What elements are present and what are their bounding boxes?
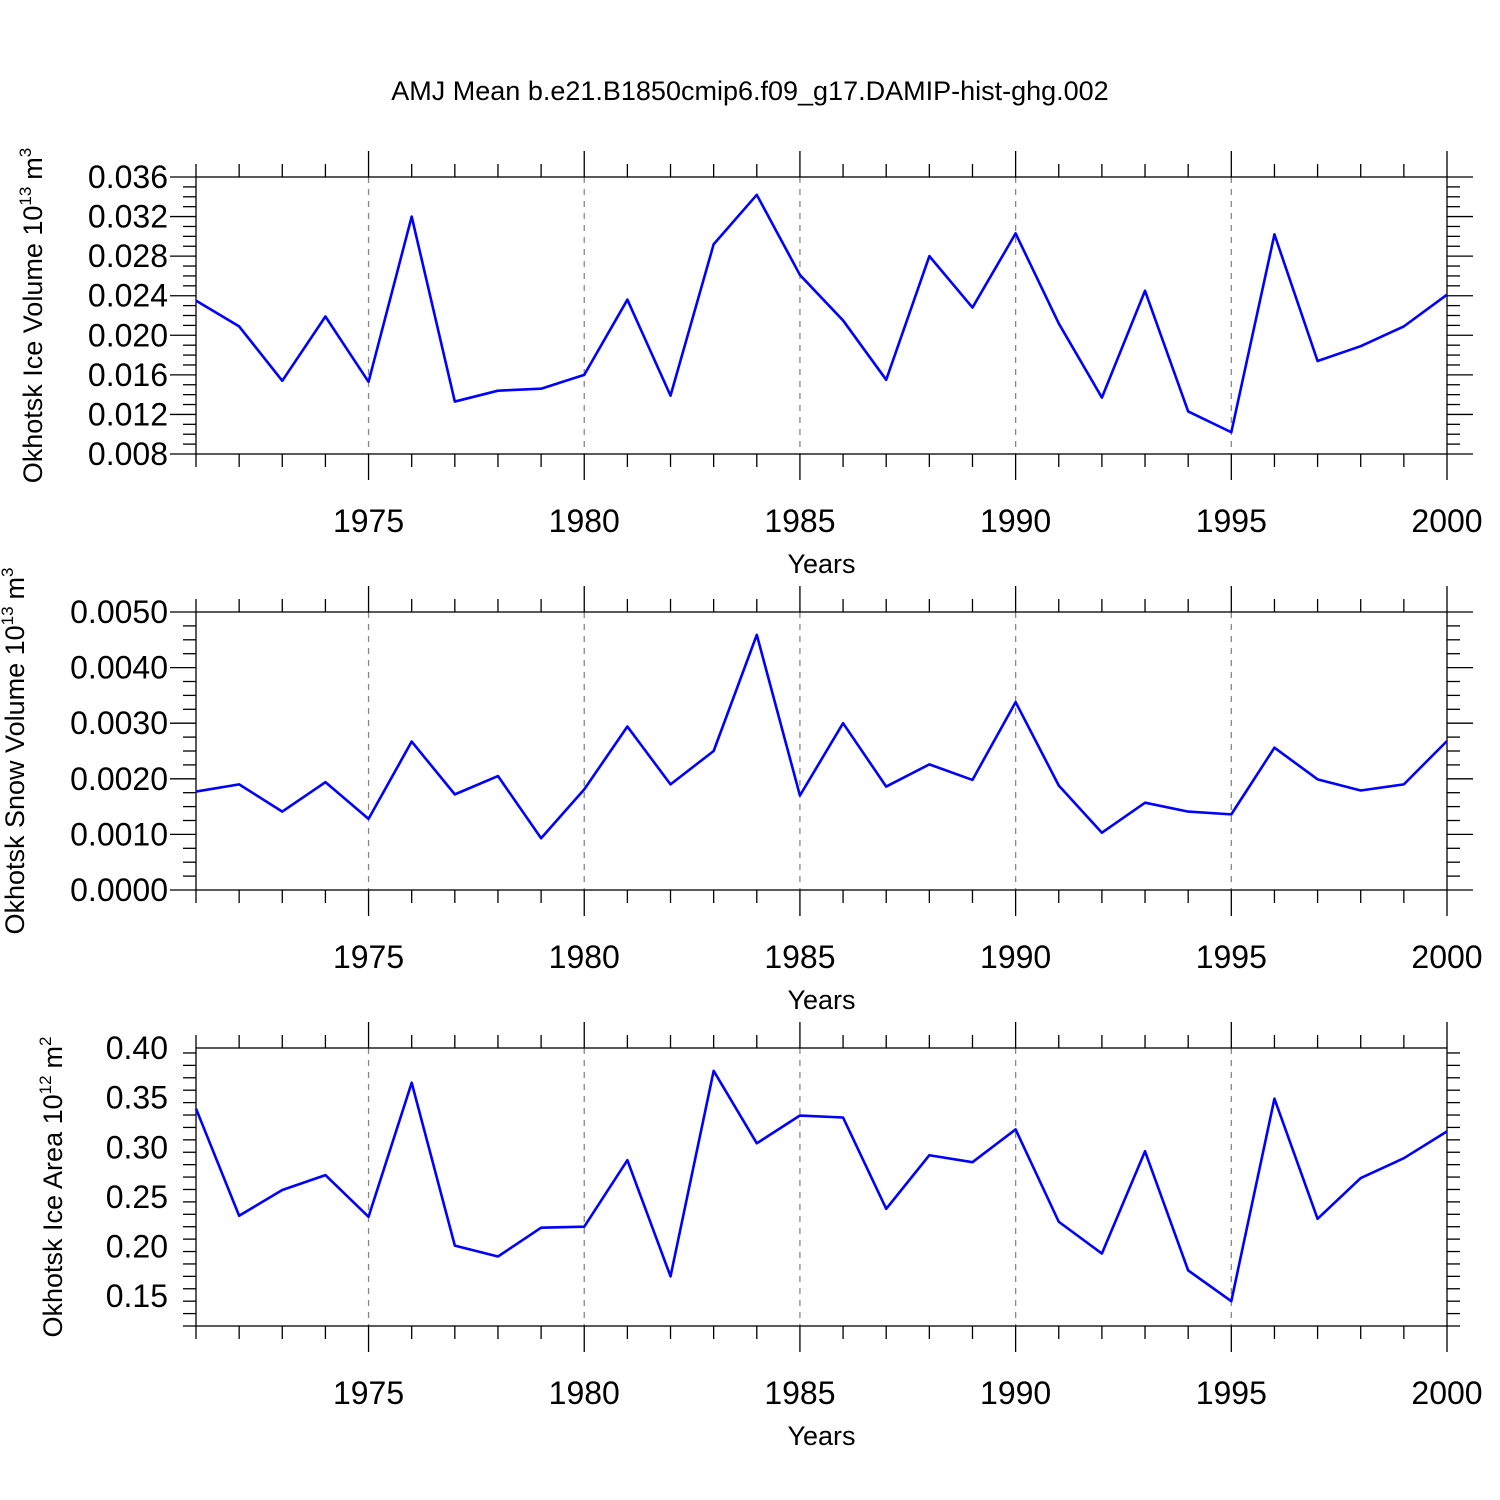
panel-3: 1975 1980 1985 1990 1995 2000 0.15 0.20 0.25 0.30… bbox=[36, 1022, 1483, 1451]
y-tick-label: 0.024 bbox=[88, 278, 168, 314]
y-tick-label: 0.008 bbox=[88, 436, 168, 472]
y-tick-label: 0.30 bbox=[106, 1129, 168, 1165]
y-axis-title: Okhotsk Ice Area 1012 m2 bbox=[36, 1036, 68, 1337]
y-tick-label: 0.25 bbox=[106, 1179, 168, 1215]
panel-2: 1975 1980 1985 1990 1995 2000 0.0000 0.0010 0.00… bbox=[0, 567, 1483, 1015]
plot-frame bbox=[195, 611, 1448, 891]
y-tick-label: 0.15 bbox=[106, 1278, 168, 1314]
y-tick-label: 0.0010 bbox=[70, 816, 168, 852]
y-axis-title-unit-exponent: 3 bbox=[0, 567, 17, 576]
y-axis-title-unit: m bbox=[0, 577, 30, 600]
y-tick-label: 0.012 bbox=[88, 396, 168, 432]
series-line-1 bbox=[195, 193, 1448, 434]
y-tick-label: 0.0000 bbox=[70, 872, 168, 908]
y-tick-label: 0.20 bbox=[106, 1229, 168, 1265]
y-axis-title-exponent: 13 bbox=[16, 187, 35, 206]
y-axis-title-exponent: 12 bbox=[36, 1075, 55, 1094]
x-tick-label: 1975 bbox=[333, 939, 404, 975]
y-tick-label: 0.036 bbox=[88, 159, 168, 195]
y-tick-label: 0.0040 bbox=[70, 650, 168, 686]
y-tick-label: 0.40 bbox=[106, 1030, 168, 1066]
x-tick-label: 2000 bbox=[1411, 503, 1482, 539]
x-tick-label: 1990 bbox=[980, 503, 1051, 539]
y-tick-label: 0.0030 bbox=[70, 705, 168, 741]
y-tick-label: 0.0050 bbox=[70, 594, 168, 630]
x-tick-label: 1990 bbox=[980, 939, 1051, 975]
x-tick-label: 1975 bbox=[333, 1375, 404, 1411]
y-tick-label: 0.35 bbox=[106, 1080, 168, 1116]
plot-frame bbox=[195, 176, 1448, 455]
x-tick-label: 1980 bbox=[549, 503, 620, 539]
x-tick-label: 1995 bbox=[1196, 503, 1267, 539]
plot-frame bbox=[195, 1047, 1448, 1327]
y-axis-title: Okhotsk Snow Volume 1013 m3 bbox=[0, 567, 30, 934]
x-tick-label: 1980 bbox=[549, 1375, 620, 1411]
y-tick-label: 0.0020 bbox=[70, 761, 168, 797]
y-axis-title-unit: m bbox=[18, 157, 48, 180]
y-tick-label: 0.016 bbox=[88, 357, 168, 393]
x-tick-label: 1985 bbox=[764, 503, 835, 539]
y-tick-label: 0.020 bbox=[88, 317, 168, 353]
x-tick-label: 1975 bbox=[333, 503, 404, 539]
x-tick-label: 1995 bbox=[1196, 1375, 1267, 1411]
x-axis-title: Years bbox=[787, 1421, 855, 1451]
chart-title: AMJ Mean b.e21.B1850cmip6.f09_g17.DAMIP-… bbox=[391, 76, 1108, 106]
x-tick-label: 2000 bbox=[1411, 1375, 1482, 1411]
x-tick-label: 1985 bbox=[764, 939, 835, 975]
y-axis-title-exponent: 13 bbox=[0, 606, 17, 625]
x-tick-label: 1995 bbox=[1196, 939, 1267, 975]
series-line-1 bbox=[194, 1069, 1448, 1303]
y-axis-title-text: Okhotsk Ice Area 10 bbox=[38, 1094, 68, 1337]
series-line-1 bbox=[195, 633, 1448, 840]
y-axis-title-unit: m bbox=[38, 1046, 68, 1069]
x-axis-title: Years bbox=[787, 549, 855, 579]
x-tick-label: 1990 bbox=[980, 1375, 1051, 1411]
y-axis-title: Okhotsk Ice Volume 1013 m3 bbox=[16, 148, 48, 484]
x-tick-label: 1985 bbox=[764, 1375, 835, 1411]
y-tick-label: 0.028 bbox=[88, 238, 168, 274]
x-tick-label: 1980 bbox=[549, 939, 620, 975]
y-axis-title-unit-exponent: 3 bbox=[16, 148, 35, 157]
y-axis-title-unit-exponent: 2 bbox=[36, 1036, 55, 1045]
y-axis-title-text: Okhotsk Snow Volume 10 bbox=[0, 625, 30, 934]
y-tick-label: 0.032 bbox=[88, 199, 168, 235]
x-tick-label: 2000 bbox=[1411, 939, 1482, 975]
y-axis-title-text: Okhotsk Ice Volume 10 bbox=[18, 206, 48, 484]
x-axis-title: Years bbox=[787, 985, 855, 1015]
